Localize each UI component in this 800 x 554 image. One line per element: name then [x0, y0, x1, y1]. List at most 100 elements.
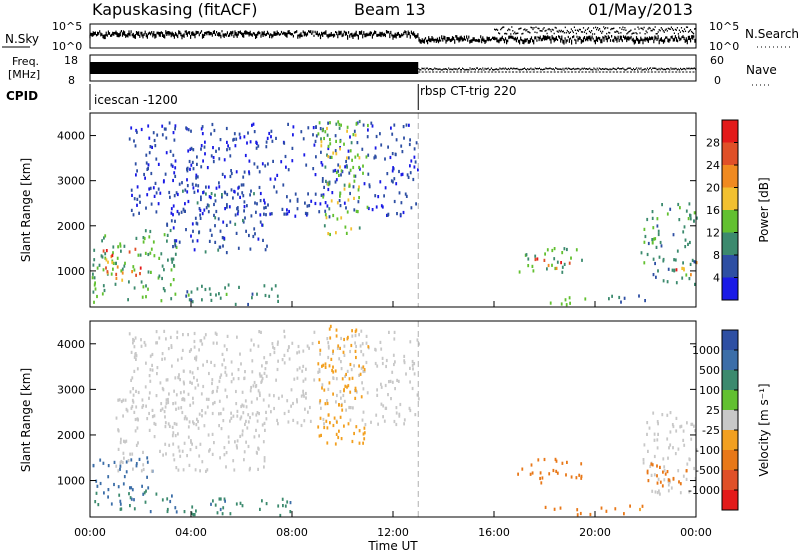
data-cell [283, 212, 286, 216]
data-cell [236, 335, 238, 339]
data-cell [226, 334, 229, 338]
data-cell [362, 387, 365, 391]
data-cell [133, 369, 136, 373]
data-cell [192, 229, 194, 233]
data-cell [135, 405, 138, 409]
data-cell [662, 457, 665, 461]
data-cell [229, 419, 231, 423]
data-cell [349, 349, 351, 354]
data-cell [245, 419, 247, 423]
data-cell [283, 335, 286, 339]
data-cell [283, 361, 286, 365]
velocity-xaxis: 00:00 04:00 08:00 12:00 16:00 20:00 00:00 [74, 301, 712, 539]
data-cell [240, 415, 243, 419]
data-cell [358, 333, 360, 337]
data-cell [416, 338, 419, 342]
data-cell [267, 404, 270, 408]
data-cell [323, 136, 325, 141]
freq-tick-low: 8 [68, 74, 75, 87]
data-cell [227, 435, 230, 439]
data-cell [661, 413, 664, 417]
data-cell [174, 434, 177, 438]
data-cell [224, 499, 226, 503]
data-cell [241, 191, 244, 195]
colorbar-tick-label: -1000 [688, 484, 720, 497]
data-cell [161, 498, 164, 502]
data-cell [288, 345, 290, 349]
data-cell [159, 449, 161, 453]
data-cell [127, 459, 130, 463]
data-cell [413, 155, 416, 159]
data-cell [241, 403, 244, 407]
data-cell [186, 178, 188, 182]
data-cell [247, 420, 250, 424]
data-cell [188, 298, 191, 302]
data-cell [145, 153, 148, 157]
data-cell [390, 179, 393, 183]
data-cell [668, 446, 670, 450]
data-cell [312, 167, 315, 171]
data-cell [270, 135, 272, 139]
data-cell [112, 267, 114, 271]
data-cell [326, 401, 329, 406]
data-cell [93, 248, 96, 252]
data-cell [164, 172, 167, 176]
data-cell [185, 294, 188, 298]
data-cell [679, 482, 682, 486]
freq-panel: Freq. [MHz] 18 8 60 0 Nave [8, 54, 777, 87]
data-cell [133, 410, 136, 414]
data-cell [135, 462, 138, 466]
data-cell [142, 236, 145, 240]
data-cell [321, 177, 324, 181]
data-cell [361, 342, 364, 346]
data-cell [251, 359, 254, 363]
data-cell [225, 251, 228, 255]
data-cell [255, 450, 258, 454]
data-cell [318, 401, 321, 405]
data-cell [354, 386, 357, 390]
data-cell [356, 121, 359, 125]
data-cell [393, 199, 396, 204]
data-cell [193, 339, 196, 344]
data-cell [202, 363, 204, 367]
data-cell [208, 287, 211, 291]
data-cell [186, 169, 189, 173]
data-cell [175, 407, 177, 411]
data-cell [191, 300, 194, 304]
power-colorbar-label: Power [dB] [757, 177, 771, 242]
data-cell [224, 191, 227, 195]
data-cell [135, 236, 138, 240]
data-cell [297, 344, 300, 349]
data-cell [343, 353, 346, 357]
data-cell [323, 185, 325, 189]
data-cell [191, 160, 194, 164]
y-tick-label: 1000 [57, 265, 85, 278]
data-cell [182, 380, 185, 384]
data-cell [409, 380, 411, 384]
data-cell [605, 509, 608, 513]
data-cell [323, 422, 325, 426]
data-cell [328, 215, 331, 219]
data-cell [359, 167, 361, 171]
data-cell [159, 381, 162, 385]
data-cell [132, 265, 135, 269]
data-cell [257, 467, 259, 471]
data-cell [99, 458, 102, 462]
data-cell [187, 425, 190, 429]
data-cell [265, 502, 268, 506]
data-cell [334, 168, 337, 173]
data-cell [685, 273, 688, 277]
data-cell [144, 385, 147, 389]
data-cell [401, 172, 404, 176]
data-cell [187, 392, 190, 396]
data-cell [165, 378, 168, 382]
colorbar-tick-label: 12 [706, 227, 720, 240]
data-cell [110, 255, 113, 259]
data-cell [208, 239, 211, 243]
data-cell [322, 195, 325, 199]
data-cell [198, 412, 201, 416]
data-cell [548, 472, 551, 476]
data-cell [214, 503, 217, 507]
data-cell [343, 187, 346, 191]
data-cell [186, 290, 189, 294]
